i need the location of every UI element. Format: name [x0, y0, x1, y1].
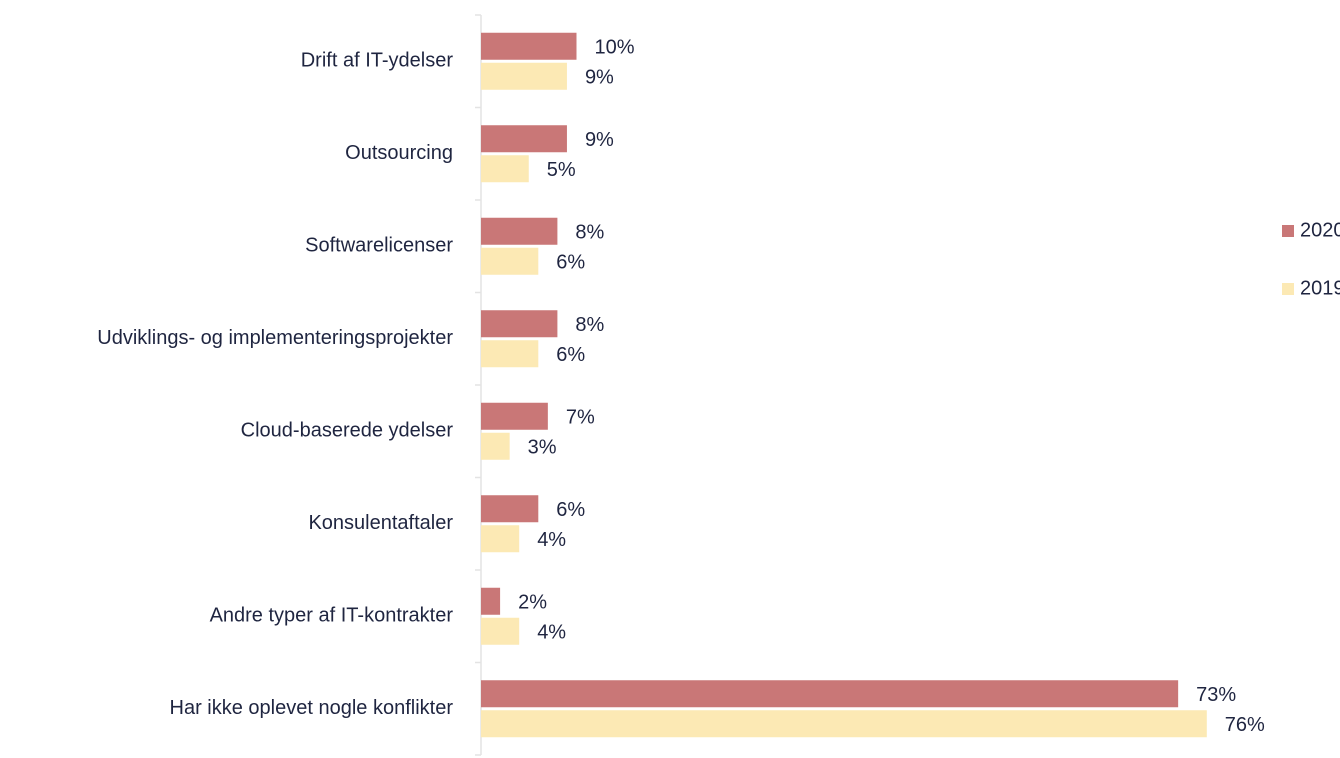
bar — [481, 432, 510, 460]
bar — [481, 525, 520, 553]
bar — [481, 32, 577, 60]
category-label: Cloud-baserede ydelser — [241, 420, 454, 442]
category-label: Outsourcing — [345, 142, 453, 164]
data-label: 76% — [1225, 714, 1265, 736]
bar — [481, 217, 558, 245]
category-label: Udviklings- og implementeringsprojekter — [97, 327, 453, 349]
data-label: 9% — [585, 67, 614, 89]
data-label: 6% — [556, 252, 585, 274]
category-label: Softwarelicenser — [305, 235, 453, 257]
bar — [481, 495, 539, 523]
bar — [481, 310, 558, 338]
data-label: 3% — [528, 437, 557, 459]
data-label: 10% — [595, 37, 635, 59]
data-label: 6% — [556, 499, 585, 521]
category-label: Drift af IT-ydelser — [301, 50, 454, 72]
bar — [481, 710, 1207, 738]
category-label: Har ikke oplevet nogle konflikter — [170, 697, 454, 719]
bar — [481, 125, 567, 153]
data-label: 7% — [566, 407, 595, 429]
data-label: 4% — [537, 529, 566, 551]
data-label: 8% — [575, 314, 604, 336]
data-label: 9% — [585, 129, 614, 151]
data-label: 8% — [575, 222, 604, 244]
bar — [481, 155, 529, 183]
data-label: 6% — [556, 344, 585, 366]
bar — [481, 62, 567, 90]
data-label: 4% — [537, 622, 566, 644]
legend-label: 2019 — [1300, 277, 1340, 299]
category-label: Konsulentaftaler — [308, 512, 453, 534]
bar — [481, 247, 539, 275]
data-label: 2% — [518, 592, 547, 614]
bar — [481, 680, 1179, 708]
category-label: Andre typer af IT-kontrakter — [210, 605, 454, 627]
bar — [481, 340, 539, 368]
bar — [481, 617, 520, 645]
legend-swatch — [1282, 283, 1294, 295]
data-label: 73% — [1196, 684, 1236, 706]
bar — [481, 587, 501, 615]
legend-swatch — [1282, 225, 1294, 237]
data-label: 5% — [547, 159, 576, 181]
bar — [481, 402, 548, 430]
legend-label: 2020 — [1300, 219, 1340, 241]
